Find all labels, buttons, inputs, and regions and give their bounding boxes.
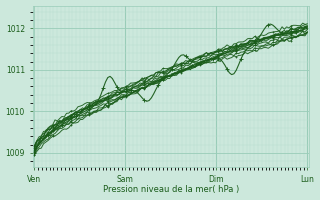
X-axis label: Pression niveau de la mer( hPa ): Pression niveau de la mer( hPa ) <box>103 185 239 194</box>
